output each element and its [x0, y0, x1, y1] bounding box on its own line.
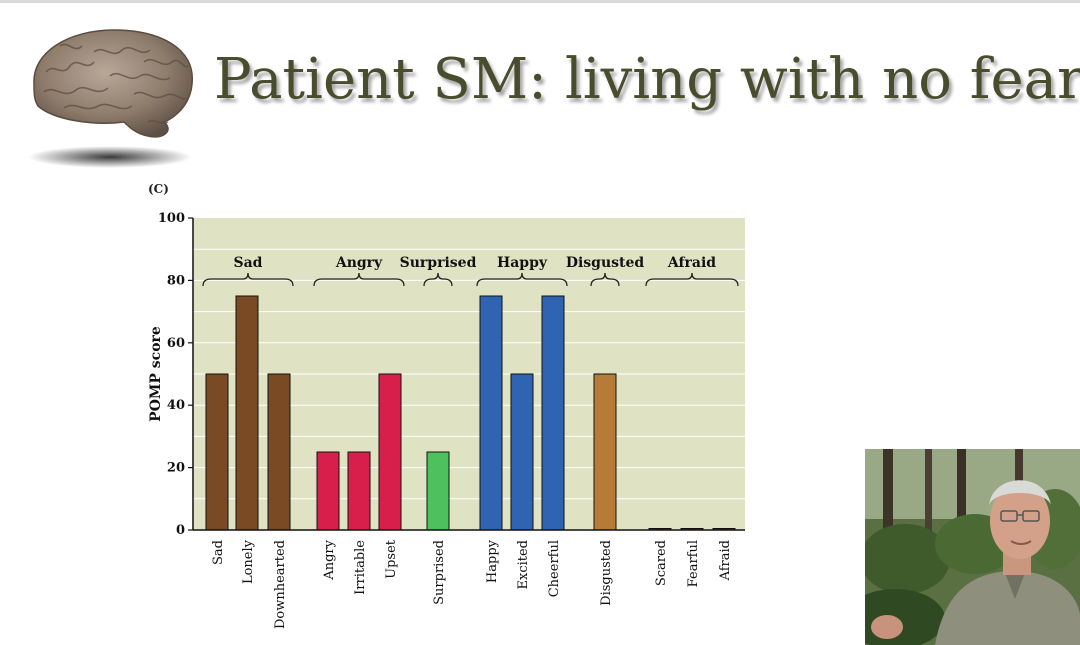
y-axis-label: POMP score [148, 326, 164, 422]
group-label: Angry [335, 255, 383, 271]
pomp-bar-chart: (C) Sad Angry Surprised Happy Disgusted Afrai… [148, 182, 745, 629]
bar-happy [479, 295, 503, 531]
bracket-angry [313, 272, 405, 287]
bracket-surprised [423, 272, 453, 287]
x-tick-label: Cheerful [547, 540, 562, 597]
x-tick-label: Downhearted [273, 540, 288, 629]
y-tick-label: 80 [167, 273, 185, 288]
x-tick-label: Lonely [241, 539, 256, 584]
x-tick-label: Afraid [718, 540, 733, 581]
panel-label: (C) [148, 182, 169, 196]
slide-title: Patient SM: living with no fear [214, 47, 1080, 112]
group-brackets: Sad Angry Surprised Happy Disgusted Afraid [202, 255, 739, 287]
y-tick-label: 60 [167, 336, 185, 351]
x-tick-label: Irritable [353, 540, 368, 595]
group-label: Happy [497, 255, 548, 271]
y-tick-label: 100 [158, 211, 185, 226]
bar-sad [205, 373, 229, 531]
y-tick-label: 40 [167, 398, 185, 413]
x-tick-label: Angry [322, 539, 337, 580]
bar-surprised [426, 451, 450, 531]
bar-angry [316, 451, 340, 531]
top-divider [0, 0, 1080, 3]
x-tick-label: Excited [516, 540, 531, 590]
bar-lonely [235, 295, 259, 531]
group-label: Sad [234, 255, 263, 271]
x-tick-label: Happy [485, 539, 500, 583]
bar-upset [378, 373, 402, 531]
bracket-disgusted [590, 272, 620, 287]
bracket-afraid [645, 272, 739, 287]
y-tick-label: 0 [176, 523, 185, 538]
bars: Sad Lonely Downhearted Angry Irritable Upset S… [205, 295, 736, 629]
bracket-sad [202, 272, 294, 287]
x-tick-label: Scared [654, 540, 669, 586]
brain-image [28, 29, 193, 168]
x-tick-label: Fearful [686, 540, 701, 587]
bar-disgusted [593, 373, 617, 531]
x-tick-label: Upset [384, 539, 399, 579]
x-tick-label: Disgusted [599, 540, 614, 606]
bar-cheerful [541, 295, 565, 531]
x-tick-label: Surprised [432, 540, 447, 605]
axes: 0 20 40 60 80 100 [158, 211, 745, 538]
group-label: Afraid [667, 255, 716, 271]
bar-excited [510, 373, 534, 531]
group-label: Surprised [400, 255, 477, 271]
bar-downhearted [267, 373, 291, 531]
bracket-happy [476, 272, 568, 287]
group-label: Disgusted [566, 255, 645, 271]
x-tick-label: Sad [211, 540, 226, 565]
y-tick-label: 20 [167, 461, 185, 476]
bar-irritable [347, 451, 371, 531]
presenter-video [865, 449, 1080, 645]
